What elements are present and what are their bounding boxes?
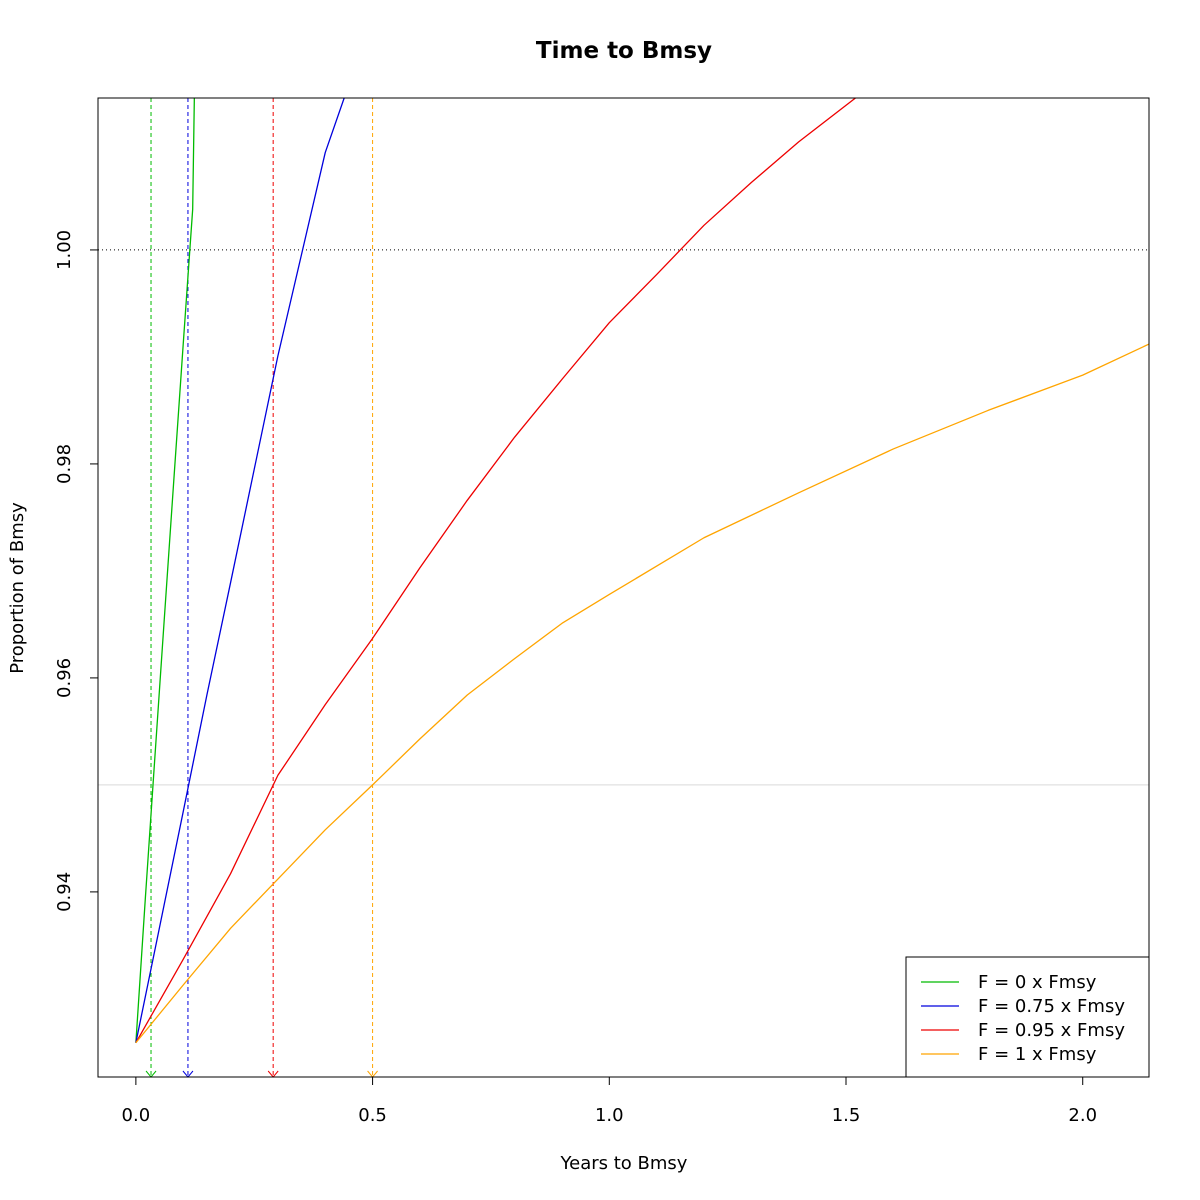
x-tick-label-4: 2.0 [1068, 1105, 1097, 1126]
x-axis-label: Years to Bmsy [560, 1153, 688, 1174]
legend-box [905, 956, 1150, 1078]
x-axis: 0.0 0.5 1.0 1.5 2.0 [122, 1076, 1097, 1126]
legend-label-0: F = 0 x Fmsy [978, 972, 1097, 993]
series-line-2 [135, 98, 856, 1044]
series-line-3 [135, 343, 1149, 1044]
arrow-markers [145, 1070, 378, 1078]
chart-title: Time to Bmsy [536, 38, 712, 64]
plot-frame [97, 97, 1150, 1078]
x-tick-label-1: 0.5 [358, 1105, 387, 1126]
legend: F = 0 x Fmsy F = 0.75 x Fmsy F = 0.95 x Fm… [905, 956, 1150, 1078]
legend-label-3: F = 1 x Fmsy [978, 1044, 1097, 1065]
x-tick-label-0: 0.0 [122, 1105, 151, 1126]
x-tick-label-2: 1.0 [595, 1105, 624, 1126]
x-tick-label-3: 1.5 [832, 1105, 861, 1126]
legend-label-1: F = 0.75 x Fmsy [978, 996, 1125, 1017]
series-line-1 [135, 98, 345, 1043]
y-tick-label-0: 0.94 [54, 872, 75, 912]
y-axis: 0.94 0.96 0.98 1.00 [54, 230, 98, 912]
drop-lines [150, 98, 374, 1076]
y-tick-label-2: 0.98 [54, 444, 75, 484]
reference-lines [98, 249, 1149, 786]
series-line-0 [135, 98, 195, 1043]
y-axis-label: Proportion of Bmsy [7, 502, 28, 674]
y-tick-label-3: 1.00 [54, 230, 75, 270]
series-lines [135, 98, 1149, 1044]
legend-label-2: F = 0.95 x Fmsy [978, 1020, 1125, 1041]
y-tick-label-1: 0.96 [54, 658, 75, 698]
